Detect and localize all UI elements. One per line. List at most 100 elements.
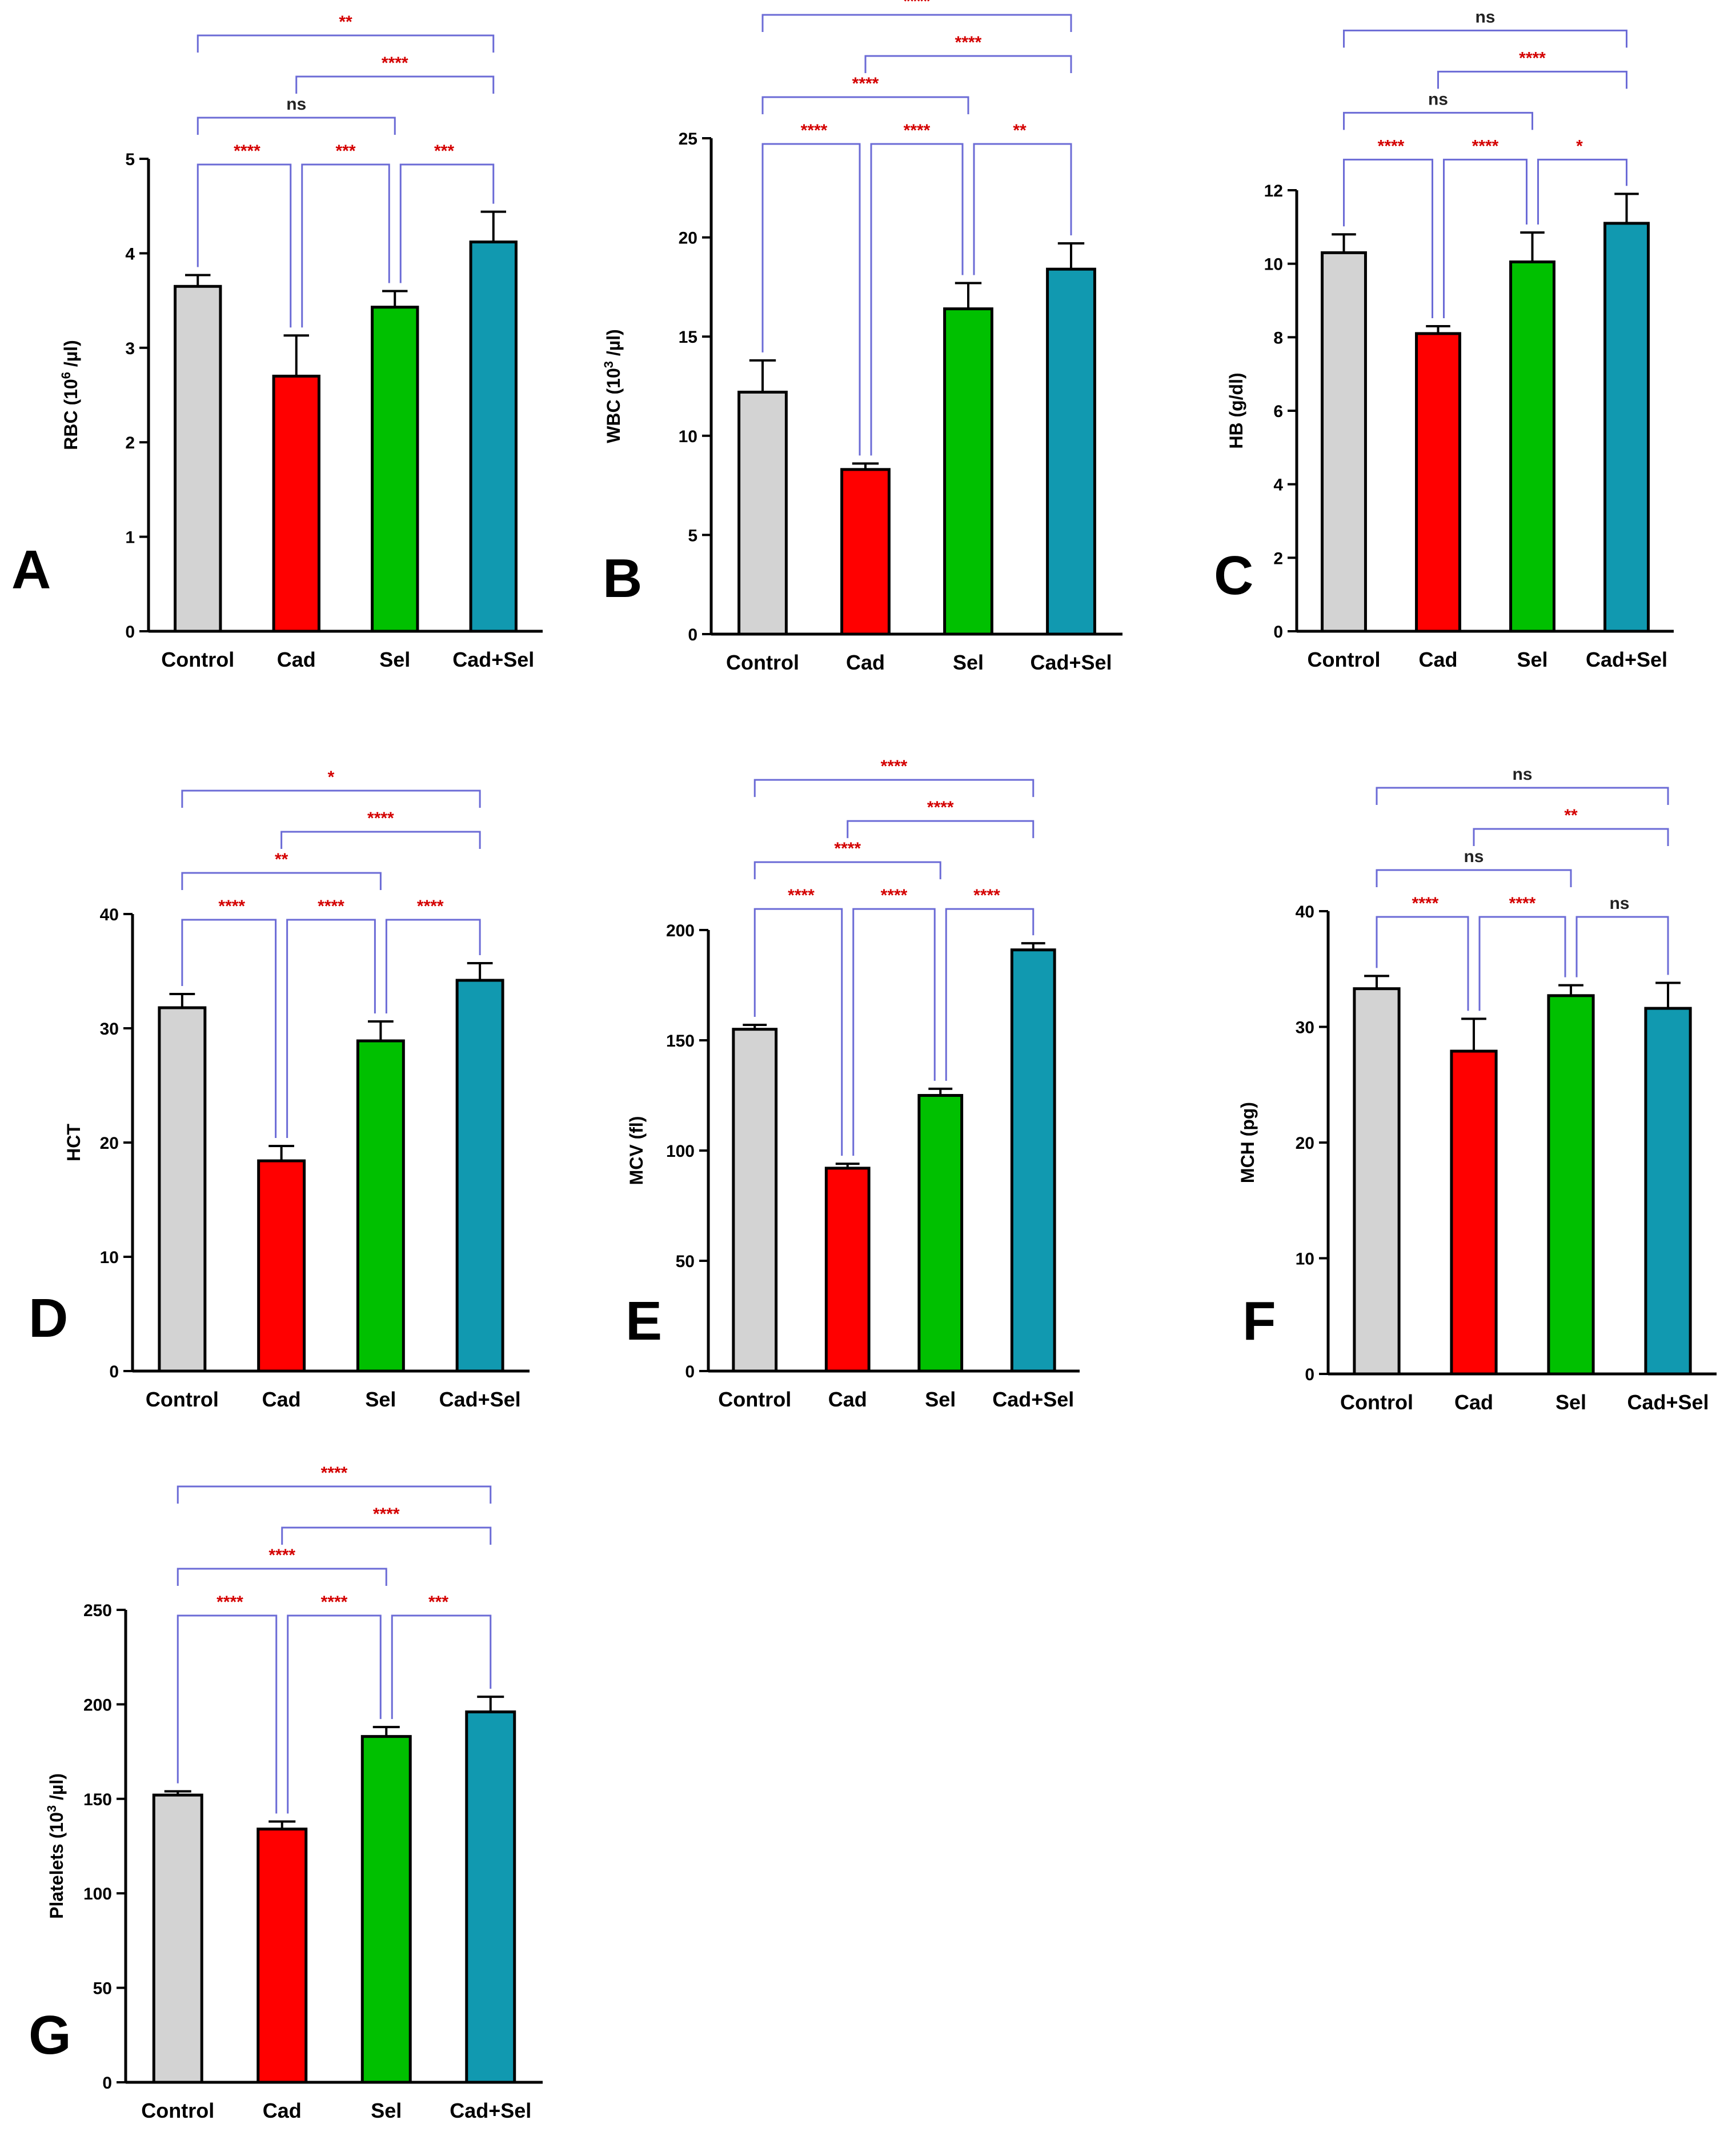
significance-label: **** (788, 886, 815, 905)
significance-bracket (286, 919, 376, 1138)
chart-panel-e: 0 50 100 150 200 Control Cad Sel Cad+Sel MCV (fl)… (626, 757, 1080, 1411)
significance-bracket (864, 55, 1072, 73)
panel-letter: A (11, 539, 51, 600)
y-tick-label: 50 (676, 1252, 695, 1271)
bar-cad (1450, 1049, 1498, 1376)
significance-bracket (1376, 787, 1669, 805)
significance-bracket (197, 163, 292, 328)
bar-cad (257, 1159, 306, 1373)
significance-label: **** (801, 121, 828, 140)
y-tick-label: 4 (1273, 476, 1283, 495)
bar-sel (943, 307, 993, 636)
significance-label: **** (318, 897, 344, 916)
x-category-label: Cad+Sel (450, 2099, 531, 2122)
y-tick-label: 8 (1273, 328, 1283, 347)
significance-label: **** (1519, 49, 1546, 67)
significance-label: *** (335, 142, 355, 161)
bar-control (737, 390, 788, 636)
significance-bracket (287, 1614, 382, 1814)
significance-label: ns (1475, 7, 1495, 26)
y-tick-label: 0 (688, 626, 697, 644)
y-tick-label: 30 (100, 1020, 119, 1039)
significance-bracket (753, 779, 1035, 798)
significance-label: *** (434, 142, 454, 161)
chart-panel-f: 0 10 20 30 40 Control Cad Sel Cad+Sel MCH (pg) F **… (1237, 765, 1717, 1414)
significance-label: **** (1509, 894, 1536, 913)
significance-label: **** (1412, 894, 1439, 913)
significance-label: **** (1472, 137, 1499, 155)
significance-bracket (197, 34, 495, 53)
significance-bracket (761, 14, 1072, 32)
significance-bracket (177, 1485, 492, 1504)
significance-bracket (753, 861, 941, 880)
x-category-label: Cad (263, 2099, 302, 2122)
y-tick-label: 12 (1264, 182, 1283, 201)
y-tick-label: 0 (1305, 1365, 1314, 1384)
bar-sel (371, 306, 419, 633)
significance-bracket (280, 831, 481, 849)
x-category-label: Sel (379, 648, 410, 671)
bar-sel (360, 1735, 412, 2084)
y-tick-label: 3 (125, 339, 135, 358)
significance-label: ns (1512, 765, 1532, 784)
bar-cad (272, 374, 320, 633)
significance-label: ** (339, 13, 352, 31)
x-category-label: Cad+Sel (992, 1388, 1074, 1411)
bar-control (174, 284, 222, 633)
significance-bracket (281, 1526, 492, 1545)
y-tick-label: 6 (1273, 402, 1283, 421)
y-axis-title: HCT (63, 1124, 84, 1161)
significance-bracket (852, 908, 936, 1156)
significance-label: **** (217, 1593, 243, 1612)
y-tick-label: 25 (679, 130, 697, 149)
y-tick-label: 200 (83, 1696, 112, 1714)
significance-bracket (1443, 158, 1527, 319)
y-tick-label: 150 (666, 1032, 695, 1051)
panel-letter: E (626, 1291, 662, 1352)
significance-label: *** (428, 1593, 448, 1612)
panel-letter: C (1214, 545, 1253, 606)
bar-cad (824, 1167, 871, 1373)
y-axis-title: Platelets (103 /µl) (45, 1773, 67, 1919)
y-tick-label: 0 (685, 1362, 695, 1381)
significance-bracket (1343, 158, 1433, 319)
significance-label: **** (955, 33, 982, 52)
x-category-label: Cad (828, 1388, 867, 1411)
y-tick-label: 0 (125, 623, 135, 642)
significance-label: **** (1378, 137, 1405, 155)
x-category-label: Control (141, 2099, 214, 2122)
y-tick-label: 20 (679, 229, 697, 248)
significance-label: ** (1564, 806, 1578, 825)
y-axis-title: MCV (fl) (626, 1116, 647, 1185)
bar-sel (917, 1094, 964, 1373)
bar-control (1321, 251, 1367, 633)
bar-control (1353, 987, 1401, 1376)
x-category-label: Cad+Sel (1586, 648, 1667, 671)
significance-label: **** (218, 897, 245, 916)
y-tick-label: 0 (102, 2074, 112, 2093)
bar-cad-sel (1010, 948, 1056, 1373)
y-tick-label: 1 (125, 528, 135, 547)
y-axis-title: RBC (106 /µl) (59, 340, 82, 450)
y-tick-label: 0 (109, 1362, 119, 1381)
significance-label: **** (234, 142, 260, 161)
bar-sel (1547, 994, 1595, 1376)
x-category-label: Control (161, 648, 234, 671)
y-tick-label: 5 (125, 150, 135, 169)
chart-panel-g: 0 50 100 150 200 250 Control Cad Sel Cad+Sel Plate… (29, 1464, 543, 2122)
y-tick-label: 10 (1264, 255, 1283, 274)
significance-bracket (761, 143, 861, 456)
significance-label: ns (1428, 90, 1448, 109)
significance-label: * (1576, 137, 1583, 155)
significance-label: ns (1609, 894, 1629, 913)
significance-label: **** (927, 798, 954, 817)
chart-panel-c: 0 2 4 6 8 10 12 Control Cad Sel Cad+Sel HB (g/dl) C *… (1214, 7, 1674, 671)
x-category-label: Sel (953, 651, 984, 674)
x-category-label: Control (146, 1388, 219, 1411)
significance-bracket (197, 117, 396, 135)
bar-cad-sel (469, 241, 518, 633)
x-category-label: Cad (846, 651, 885, 674)
significance-label: **** (973, 886, 1000, 905)
y-tick-label: 250 (83, 1601, 112, 1620)
